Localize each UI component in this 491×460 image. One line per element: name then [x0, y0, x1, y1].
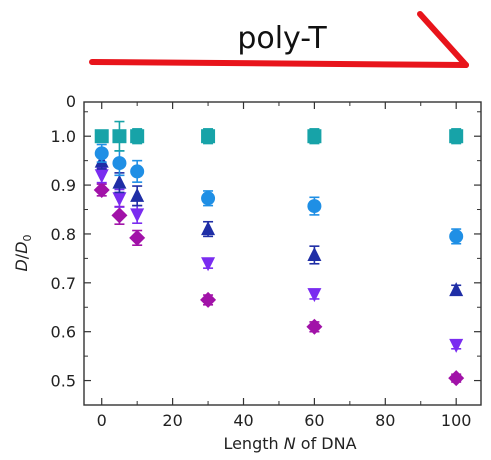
- y-axis-label: D/D0: [12, 234, 34, 271]
- data-point-diamond: [448, 370, 465, 387]
- data-point-square: [94, 129, 109, 144]
- x-tick-label: 60: [304, 411, 324, 430]
- data-point-circle: [112, 150, 127, 177]
- data-point-square: [201, 128, 216, 145]
- y-tick-label: 0.7: [51, 274, 76, 293]
- data-marks: [93, 120, 465, 387]
- y-tick-label: 0.8: [51, 225, 76, 244]
- axis-ticks: 0 20 40 60 80 100 0.5 0.6 0.7 0.8 0.9 1.0: [51, 102, 481, 430]
- data-point-circle: [94, 143, 109, 163]
- banner-arrow-shaft: [89, 59, 469, 68]
- data-point-square: [130, 128, 145, 145]
- data-point-square: [307, 128, 322, 145]
- data-point-circle: [130, 159, 145, 183]
- x-tick-label: 100: [441, 411, 472, 430]
- data-point-diamond: [200, 291, 217, 308]
- x-tick-label: 80: [375, 411, 395, 430]
- data-point-circle: [201, 190, 216, 207]
- data-point-triangle-up: [449, 282, 464, 297]
- data-point-diamond: [111, 205, 128, 225]
- data-point-diamond: [306, 318, 323, 335]
- data-point-triangle-down: [307, 288, 322, 303]
- data-point-triangle-down: [201, 257, 216, 272]
- x-axis-label: Length N of DNA: [223, 434, 356, 453]
- data-point-square: [112, 120, 127, 152]
- data-point-triangle-up: [201, 220, 216, 238]
- x-tick-label: 20: [162, 411, 182, 430]
- banner-label: poly-T: [237, 21, 327, 56]
- data-point-circle: [449, 228, 464, 245]
- data-point-diamond: [129, 229, 146, 246]
- y-tick-label-top-cut: 0: [66, 92, 76, 111]
- data-point-triangle-up: [112, 172, 127, 194]
- banner-arrow-head: [417, 11, 469, 68]
- y-tick-label: 0.6: [51, 323, 76, 342]
- data-point-triangle-up: [307, 245, 322, 265]
- y-tick-label: 1.0: [51, 127, 76, 146]
- data-point-circle: [307, 196, 322, 216]
- data-point-triangle-up: [130, 185, 145, 207]
- data-point-triangle-down: [94, 167, 109, 184]
- y-tick-label: 0.5: [51, 372, 76, 391]
- y-tick-label: 0.9: [51, 176, 76, 195]
- banner: poly-T: [89, 11, 469, 68]
- data-point-triangle-down: [449, 338, 464, 353]
- data-point-triangle-down: [130, 204, 145, 224]
- data-point-diamond: [93, 181, 110, 198]
- plot-frame: [83, 101, 482, 406]
- data-point-square: [449, 128, 464, 145]
- x-tick-label: 40: [233, 411, 253, 430]
- x-tick-label: 0: [97, 411, 107, 430]
